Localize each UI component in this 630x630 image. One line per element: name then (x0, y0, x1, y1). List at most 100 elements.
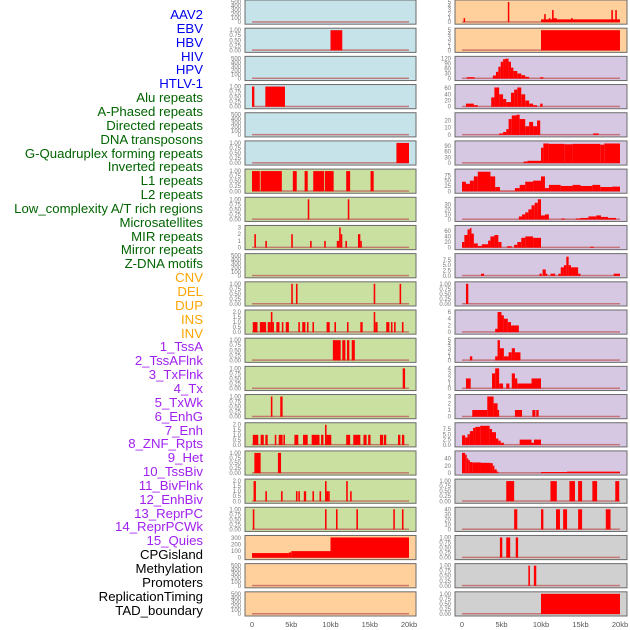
data-bar (511, 348, 515, 361)
y-tick-label: 1.00 (439, 592, 451, 598)
data-bar (472, 462, 481, 474)
y-tick-label: 5.0 (443, 432, 452, 438)
data-bar (600, 187, 613, 192)
data-bar (514, 188, 520, 192)
data-bar (463, 18, 466, 23)
y-tick-label: 0.00 (439, 302, 451, 308)
y-tick-label: 0.00 (439, 556, 451, 562)
data-bar (518, 216, 523, 220)
data-bar (469, 356, 473, 361)
track-panel: 0.02.55.07.5 (443, 422, 628, 449)
data-bar (302, 322, 306, 333)
track-panel: 0.000.250.500.751.00 (439, 591, 628, 618)
data-bar (379, 434, 384, 445)
baseline (252, 387, 409, 390)
track-panel: 0.000.250.500.751.00 (229, 506, 417, 533)
y-tick-label: 2.5 (443, 269, 452, 275)
track-label: 10_TssBiv (142, 464, 203, 480)
y-tick-label: 1 (448, 44, 452, 50)
y-tick-label: 100 (231, 16, 242, 22)
data-bar (499, 537, 503, 558)
data-bar (521, 75, 526, 79)
track-label: MIR repeats (131, 228, 203, 244)
track-label: 13_ReprPC (134, 505, 203, 521)
y-tick-label: 300 (231, 572, 242, 578)
data-bar (252, 553, 289, 558)
data-bar (383, 434, 387, 445)
baseline (252, 331, 409, 333)
data-bar (578, 273, 581, 276)
data-bar (304, 171, 308, 192)
y-tick-label: 1.5 (233, 315, 242, 321)
data-bar (281, 322, 284, 333)
data-bar (523, 161, 528, 164)
y-tick-label: 1 (448, 354, 452, 360)
baseline (462, 331, 620, 333)
y-tick-label: 50 (444, 179, 451, 185)
x-tick-label: 0 (460, 620, 464, 629)
y-tick-label: 500 (231, 56, 242, 62)
data-bar (346, 481, 348, 502)
data-bar (281, 491, 283, 502)
data-bar (605, 509, 611, 530)
y-tick-label: 0.25 (229, 100, 241, 106)
data-bar (357, 234, 361, 248)
y-tick-label: 100 (231, 129, 242, 135)
data-bar (558, 273, 561, 276)
track-panel: 0.00.51.01.52.0 (233, 309, 417, 336)
data-bar (490, 463, 493, 474)
data-bar (488, 240, 491, 248)
track-label: 11_BivFlnk (138, 477, 203, 493)
y-tick-label: 0.00 (229, 217, 241, 223)
track-panel: 0.000.250.500.751.00 (229, 337, 417, 364)
track-label: 4_Tx (173, 380, 203, 396)
x-tick-label: 10kb (533, 620, 549, 629)
data-bar (466, 77, 475, 79)
y-tick-label: 1.00 (229, 366, 241, 372)
panel-background (244, 478, 417, 504)
data-bar (491, 97, 495, 107)
data-bar (265, 240, 267, 248)
y-tick-label: 0.25 (439, 579, 451, 585)
data-bar (563, 509, 568, 530)
y-tick-label: 0.25 (229, 466, 241, 472)
data-bar (541, 19, 620, 23)
data-bar (346, 340, 350, 361)
y-tick-label: 0 (448, 387, 452, 393)
y-tick-label: 400 (231, 4, 242, 10)
data-bar (267, 322, 271, 333)
y-tick-label: 0.5 (233, 325, 242, 331)
panel-background (244, 394, 417, 420)
y-tick-label: 0.50 (229, 405, 241, 411)
track-label: Low_complexity A/T rich regions (14, 200, 203, 216)
data-bar (495, 438, 499, 445)
data-bar (480, 273, 485, 276)
data-bar (508, 119, 512, 135)
baseline (252, 105, 409, 108)
data-bar (604, 143, 620, 164)
y-tick-label: 0.50 (439, 574, 451, 580)
data-bar (507, 322, 511, 333)
data-bar (506, 129, 509, 135)
y-tick-label: 10 (444, 212, 451, 218)
data-bar (506, 481, 515, 502)
y-tick-label: 2 (238, 232, 242, 238)
y-tick-label: 0 (238, 556, 242, 562)
y-tick-label: 200 (231, 68, 242, 74)
y-tick-label: 90 (444, 61, 451, 67)
data-bar (564, 144, 573, 164)
data-bar (529, 103, 534, 107)
data-bar (541, 593, 620, 614)
y-tick-label: 0.50 (229, 292, 241, 298)
data-bar (575, 218, 581, 220)
data-bar (503, 318, 508, 333)
data-bar (592, 184, 601, 192)
data-bar (517, 73, 522, 79)
panel-background (244, 196, 417, 222)
panel-background (244, 140, 417, 166)
